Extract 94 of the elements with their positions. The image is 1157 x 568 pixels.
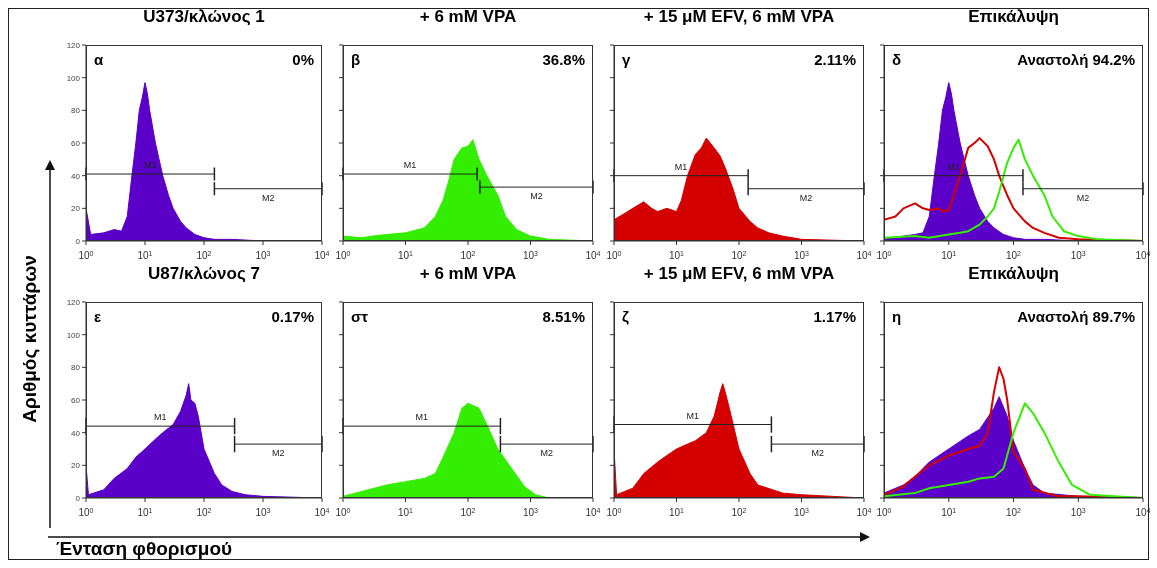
x-tick-label: 10$^{0}$	[78, 506, 94, 518]
y-tick-label: 20	[71, 204, 81, 214]
series-label: M1	[403, 160, 417, 171]
annotation: Αναστολή 94.2%	[1017, 51, 1135, 68]
x-tick-label: 10$^{2}$	[731, 249, 747, 261]
annotation: γ	[622, 51, 631, 68]
annotation: 36.8%	[542, 51, 585, 68]
y-tick-label: 60	[71, 138, 81, 148]
x-tick-label: 10$^{1}$	[941, 249, 957, 261]
y-tick-label: 0	[75, 493, 81, 503]
series-label: M1	[686, 410, 699, 421]
x-tick-label: 10$^{4}$	[314, 506, 330, 518]
x-tick-label: 10$^{0}$	[78, 249, 94, 261]
series-label: M1	[143, 160, 157, 171]
x-tick-label: 10$^{4}$	[856, 506, 872, 518]
series-label: M1	[154, 412, 167, 423]
series-label: M2	[272, 448, 285, 459]
chart-title: + 15 μM EFV, 6 mM VPA	[642, 7, 836, 27]
annotation: Αναστολή 89.7%	[1017, 308, 1135, 325]
series-label: M2	[540, 448, 553, 459]
chart-title: U87/κλώνος 7	[147, 264, 261, 284]
y-tick-label: 120	[66, 40, 81, 50]
annotation: 0%	[292, 51, 314, 68]
x-tick-label: 10$^{1}$	[137, 249, 153, 261]
series-label: M1	[947, 161, 960, 172]
series-label: M2	[261, 192, 275, 203]
x-tick-label: 10$^{4}$	[856, 249, 872, 261]
x-tick-label: 10$^{3}$	[793, 249, 810, 261]
annotation: 1.17%	[813, 308, 856, 325]
series-label: M1	[674, 161, 688, 172]
annotation: 2.11%	[814, 51, 856, 68]
x-tick-label: 10$^{3}$	[255, 506, 271, 518]
y-tick-label: 40	[71, 428, 81, 438]
annotation: δ	[892, 51, 902, 68]
x-tick-label: 10$^{3}$	[522, 249, 539, 261]
x-axis-title: Ένταση φθορισμού	[56, 538, 233, 560]
x-tick-label: 10$^{0}$	[335, 249, 351, 261]
x-tick-label: 10$^{1}$	[137, 506, 153, 518]
x-tick-label: 10$^{2}$	[1005, 506, 1022, 518]
x-tick-label: 10$^{2}$	[196, 249, 212, 261]
chart-title: Επικάλυψη	[967, 264, 1060, 284]
annotation: στ	[351, 308, 368, 325]
y-tick-label: 20	[71, 461, 81, 471]
annotation: ζ	[622, 308, 629, 325]
x-tick-label: 10$^{2}$	[196, 506, 212, 518]
x-tick-label: 10$^{0}$	[606, 506, 622, 518]
x-tick-label: 10$^{4}$	[585, 506, 601, 518]
x-tick-label: 10$^{4}$	[314, 249, 330, 261]
chart-title: + 6 mM VPA	[418, 264, 518, 284]
x-tick-label: 10$^{4}$	[1135, 249, 1151, 261]
y-tick-label: 0	[75, 236, 81, 246]
x-tick-label: 10$^{1}$	[397, 506, 414, 518]
annotation: β	[351, 51, 361, 68]
y-tick-label: 80	[71, 106, 81, 116]
x-tick-label: 10$^{1}$	[397, 249, 414, 261]
series-label: M2	[1076, 192, 1090, 203]
x-tick-label: 10$^{3}$	[255, 249, 271, 261]
x-tick-label: 10$^{3}$	[1070, 249, 1086, 261]
series-label: M2	[799, 192, 813, 203]
x-tick-label: 10$^{3}$	[522, 506, 539, 518]
x-tick-label: 10$^{1}$	[668, 249, 685, 261]
x-tick-label: 10$^{1}$	[941, 506, 957, 518]
series-label: M2	[530, 191, 543, 202]
annotation: η	[892, 308, 902, 325]
chart-title: Επικάλυψη	[967, 7, 1060, 27]
x-tick-label: 10$^{4}$	[585, 249, 601, 261]
annotation: ε	[94, 308, 102, 325]
annotation: 8.51%	[542, 308, 585, 325]
x-tick-label: 10$^{0}$	[876, 249, 892, 261]
x-tick-label: 10$^{3}$	[793, 506, 810, 518]
chart-title: + 6 mM VPA	[418, 7, 518, 27]
x-tick-label: 10$^{2}$	[1005, 249, 1022, 261]
series-label: M2	[811, 448, 824, 459]
annotation: 0.17%	[271, 308, 314, 325]
x-tick-label: 10$^{1}$	[668, 506, 685, 518]
x-tick-label: 10$^{0}$	[335, 506, 351, 518]
y-tick-label: 120	[66, 297, 81, 307]
chart-title: U373/κλώνος 1	[142, 7, 266, 27]
y-axis-title: Αριθμός κυττάρων	[19, 254, 41, 425]
x-tick-label: 10$^{2}$	[460, 249, 476, 261]
x-tick-label: 10$^{2}$	[460, 506, 476, 518]
y-tick-label: 100	[66, 73, 81, 83]
x-tick-label: 10$^{3}$	[1070, 506, 1086, 518]
y-tick-label: 100	[66, 330, 81, 340]
x-tick-label: 10$^{4}$	[1135, 506, 1151, 518]
y-tick-label: 40	[71, 171, 81, 181]
x-tick-label: 10$^{0}$	[876, 506, 892, 518]
x-tick-label: 10$^{2}$	[731, 506, 747, 518]
y-tick-label: 80	[71, 363, 81, 373]
series-label: M1	[415, 412, 428, 423]
annotation: α	[94, 51, 104, 68]
y-tick-label: 60	[71, 395, 81, 405]
x-tick-label: 10$^{0}$	[606, 249, 622, 261]
chart-title: + 15 μM EFV, 6 mM VPA	[642, 264, 836, 284]
